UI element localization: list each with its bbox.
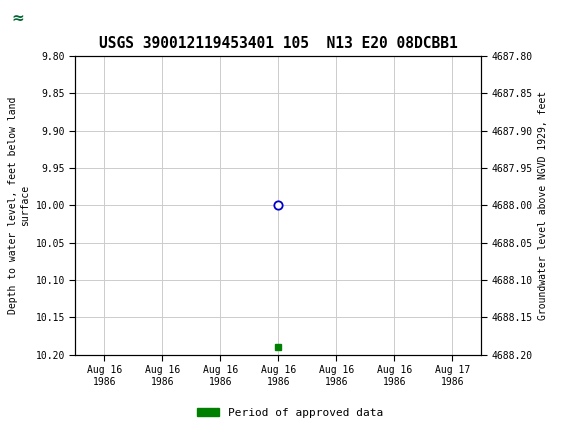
Y-axis label: Groundwater level above NGVD 1929, feet: Groundwater level above NGVD 1929, feet — [538, 91, 549, 320]
Text: ≈: ≈ — [11, 11, 24, 26]
FancyBboxPatch shape — [5, 3, 60, 35]
Legend: Period of approved data: Period of approved data — [193, 403, 387, 422]
Text: USGS: USGS — [34, 11, 76, 25]
Y-axis label: Depth to water level, feet below land
surface: Depth to water level, feet below land su… — [9, 97, 30, 314]
Title: USGS 390012119453401 105  N13 E20 08DCBB1: USGS 390012119453401 105 N13 E20 08DCBB1 — [99, 36, 458, 51]
